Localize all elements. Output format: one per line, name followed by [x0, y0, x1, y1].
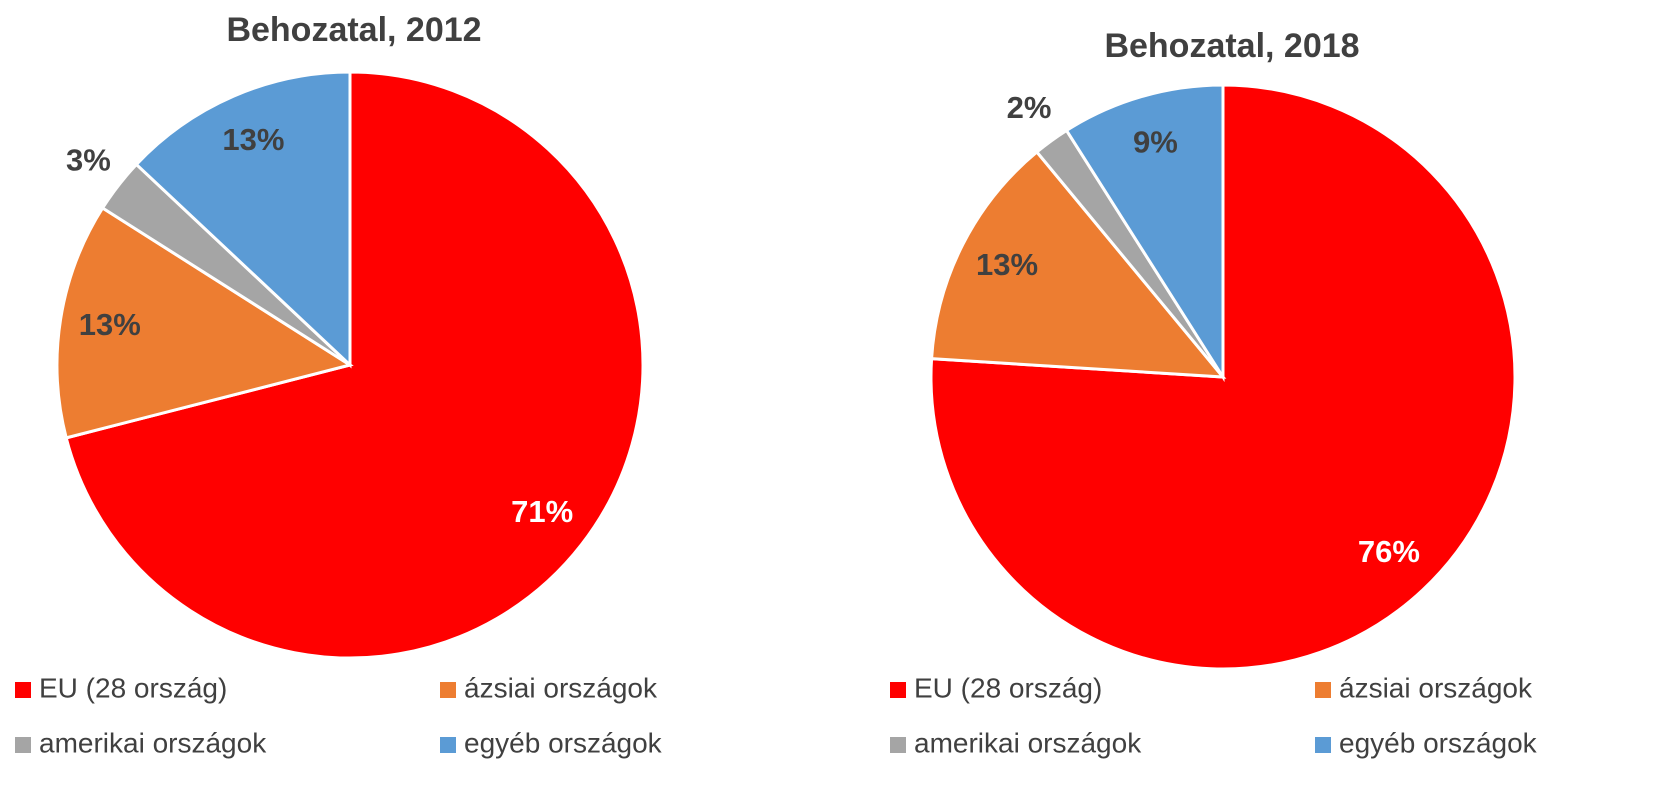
legend-swatch	[1315, 682, 1331, 698]
legend-label: egyéb országok	[464, 727, 663, 758]
pie-slice	[134, 70, 352, 369]
data-label: 71%	[511, 494, 573, 529]
data-label: 3%	[66, 142, 111, 177]
data-label: 13%	[222, 122, 284, 157]
legend-label: egyéb országok	[1339, 727, 1538, 758]
data-label: 13%	[976, 247, 1038, 282]
legend-swatch	[440, 737, 456, 753]
pie-slice	[64, 70, 645, 660]
pie-slice	[929, 149, 1227, 379]
legend-label: ázsiai országok	[464, 672, 658, 703]
legend-swatch	[15, 682, 31, 698]
data-label: 76%	[1358, 534, 1420, 569]
legend-swatch	[15, 737, 31, 753]
legend-label: amerikai országok	[39, 727, 267, 758]
legend-swatch	[440, 682, 456, 698]
legend-swatch	[1315, 737, 1331, 753]
legend-swatch	[890, 737, 906, 753]
legend-label: ázsiai országok	[1339, 672, 1533, 703]
chart-title: Behozatal, 2018	[1104, 27, 1359, 65]
legend-label: amerikai országok	[914, 727, 1142, 758]
legend-label: EU (28 ország)	[39, 672, 227, 703]
chart-title: Behozatal, 2012	[226, 11, 481, 49]
legend-swatch	[890, 682, 906, 698]
data-label: 9%	[1133, 124, 1178, 159]
legend-label: EU (28 ország)	[914, 672, 1102, 703]
pie-slice	[1064, 83, 1225, 383]
data-label: 13%	[79, 307, 141, 342]
data-label: 2%	[1007, 90, 1052, 125]
pie-slice	[55, 205, 354, 440]
